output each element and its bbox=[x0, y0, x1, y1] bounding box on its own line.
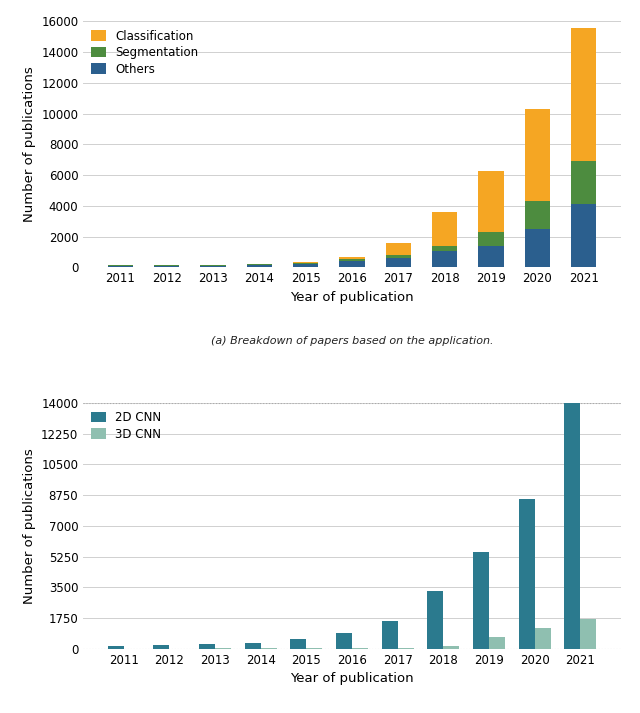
Bar bbox=[478, 232, 504, 246]
Bar bbox=[293, 263, 319, 265]
Bar bbox=[397, 647, 413, 649]
Bar bbox=[580, 619, 596, 649]
X-axis label: Year of publication: Year of publication bbox=[290, 291, 414, 304]
Legend: Classification, Segmentation, Others: Classification, Segmentation, Others bbox=[89, 27, 200, 78]
Bar bbox=[339, 261, 365, 267]
X-axis label: Year of publication: Year of publication bbox=[290, 672, 414, 685]
Bar bbox=[489, 637, 505, 649]
Bar bbox=[246, 265, 272, 267]
Y-axis label: Number of publications: Number of publications bbox=[22, 66, 36, 222]
Legend: 2D CNN, 3D CNN: 2D CNN, 3D CNN bbox=[89, 409, 164, 443]
Bar bbox=[339, 257, 365, 260]
Bar bbox=[525, 109, 550, 201]
Bar bbox=[478, 170, 504, 232]
Bar bbox=[571, 28, 596, 161]
Y-axis label: Number of publications: Number of publications bbox=[22, 448, 36, 604]
Bar bbox=[200, 266, 226, 267]
Bar bbox=[291, 639, 307, 649]
Bar bbox=[307, 648, 323, 649]
Bar bbox=[244, 642, 260, 649]
Bar bbox=[534, 627, 550, 649]
Bar bbox=[339, 260, 365, 261]
Bar bbox=[444, 646, 460, 649]
Bar bbox=[385, 243, 411, 255]
Bar bbox=[518, 499, 534, 649]
Bar bbox=[154, 266, 179, 267]
Bar bbox=[428, 591, 444, 649]
Bar bbox=[571, 205, 596, 267]
Bar bbox=[432, 251, 458, 267]
Bar bbox=[336, 633, 352, 649]
Bar bbox=[199, 645, 215, 649]
Bar bbox=[385, 258, 411, 267]
Bar bbox=[352, 648, 368, 649]
Bar bbox=[108, 266, 133, 267]
Bar bbox=[108, 646, 124, 649]
Bar bbox=[525, 201, 550, 229]
Bar bbox=[154, 645, 170, 649]
Bar bbox=[385, 255, 411, 258]
Bar bbox=[478, 246, 504, 267]
Bar bbox=[525, 229, 550, 267]
Bar bbox=[293, 262, 319, 263]
Bar bbox=[293, 265, 319, 267]
Text: (a) Breakdown of papers based on the application.: (a) Breakdown of papers based on the app… bbox=[211, 337, 493, 347]
Bar bbox=[564, 403, 580, 649]
Bar bbox=[473, 552, 489, 649]
Bar bbox=[381, 621, 397, 649]
Bar bbox=[571, 161, 596, 205]
Bar bbox=[432, 212, 458, 246]
Bar bbox=[432, 246, 458, 251]
Bar bbox=[246, 264, 272, 265]
